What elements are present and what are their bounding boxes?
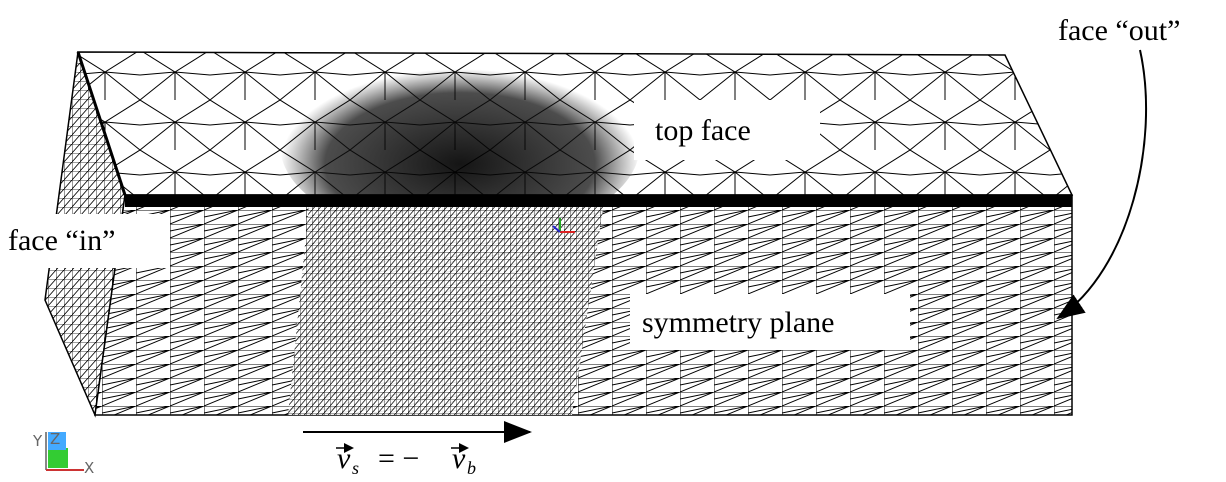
axis-box [48,448,68,468]
equation-sign: = − [378,442,419,475]
axis-z: Z [50,430,60,448]
equation-right: v [452,442,466,475]
equation-left: v [337,442,351,475]
symmetry-plane-label: symmetry plane [642,306,834,339]
axis-y: Y [32,432,43,450]
face-out-label: face “out” [1058,14,1180,47]
top-face-label: top face [655,114,751,147]
axis-x: X [84,459,94,477]
equation: v s = − v b [336,442,476,478]
face-in-label: face “in” [8,224,115,257]
refined-region-front [288,195,605,415]
mesh-box [45,50,1072,415]
axis-triad: Y Z X [32,430,94,477]
mesh-figure: top face face “in” symmetry plane face “… [0,0,1226,482]
dense-band [125,195,1072,207]
equation-left-sub: s [352,458,359,478]
equation-right-sub: b [467,458,476,478]
